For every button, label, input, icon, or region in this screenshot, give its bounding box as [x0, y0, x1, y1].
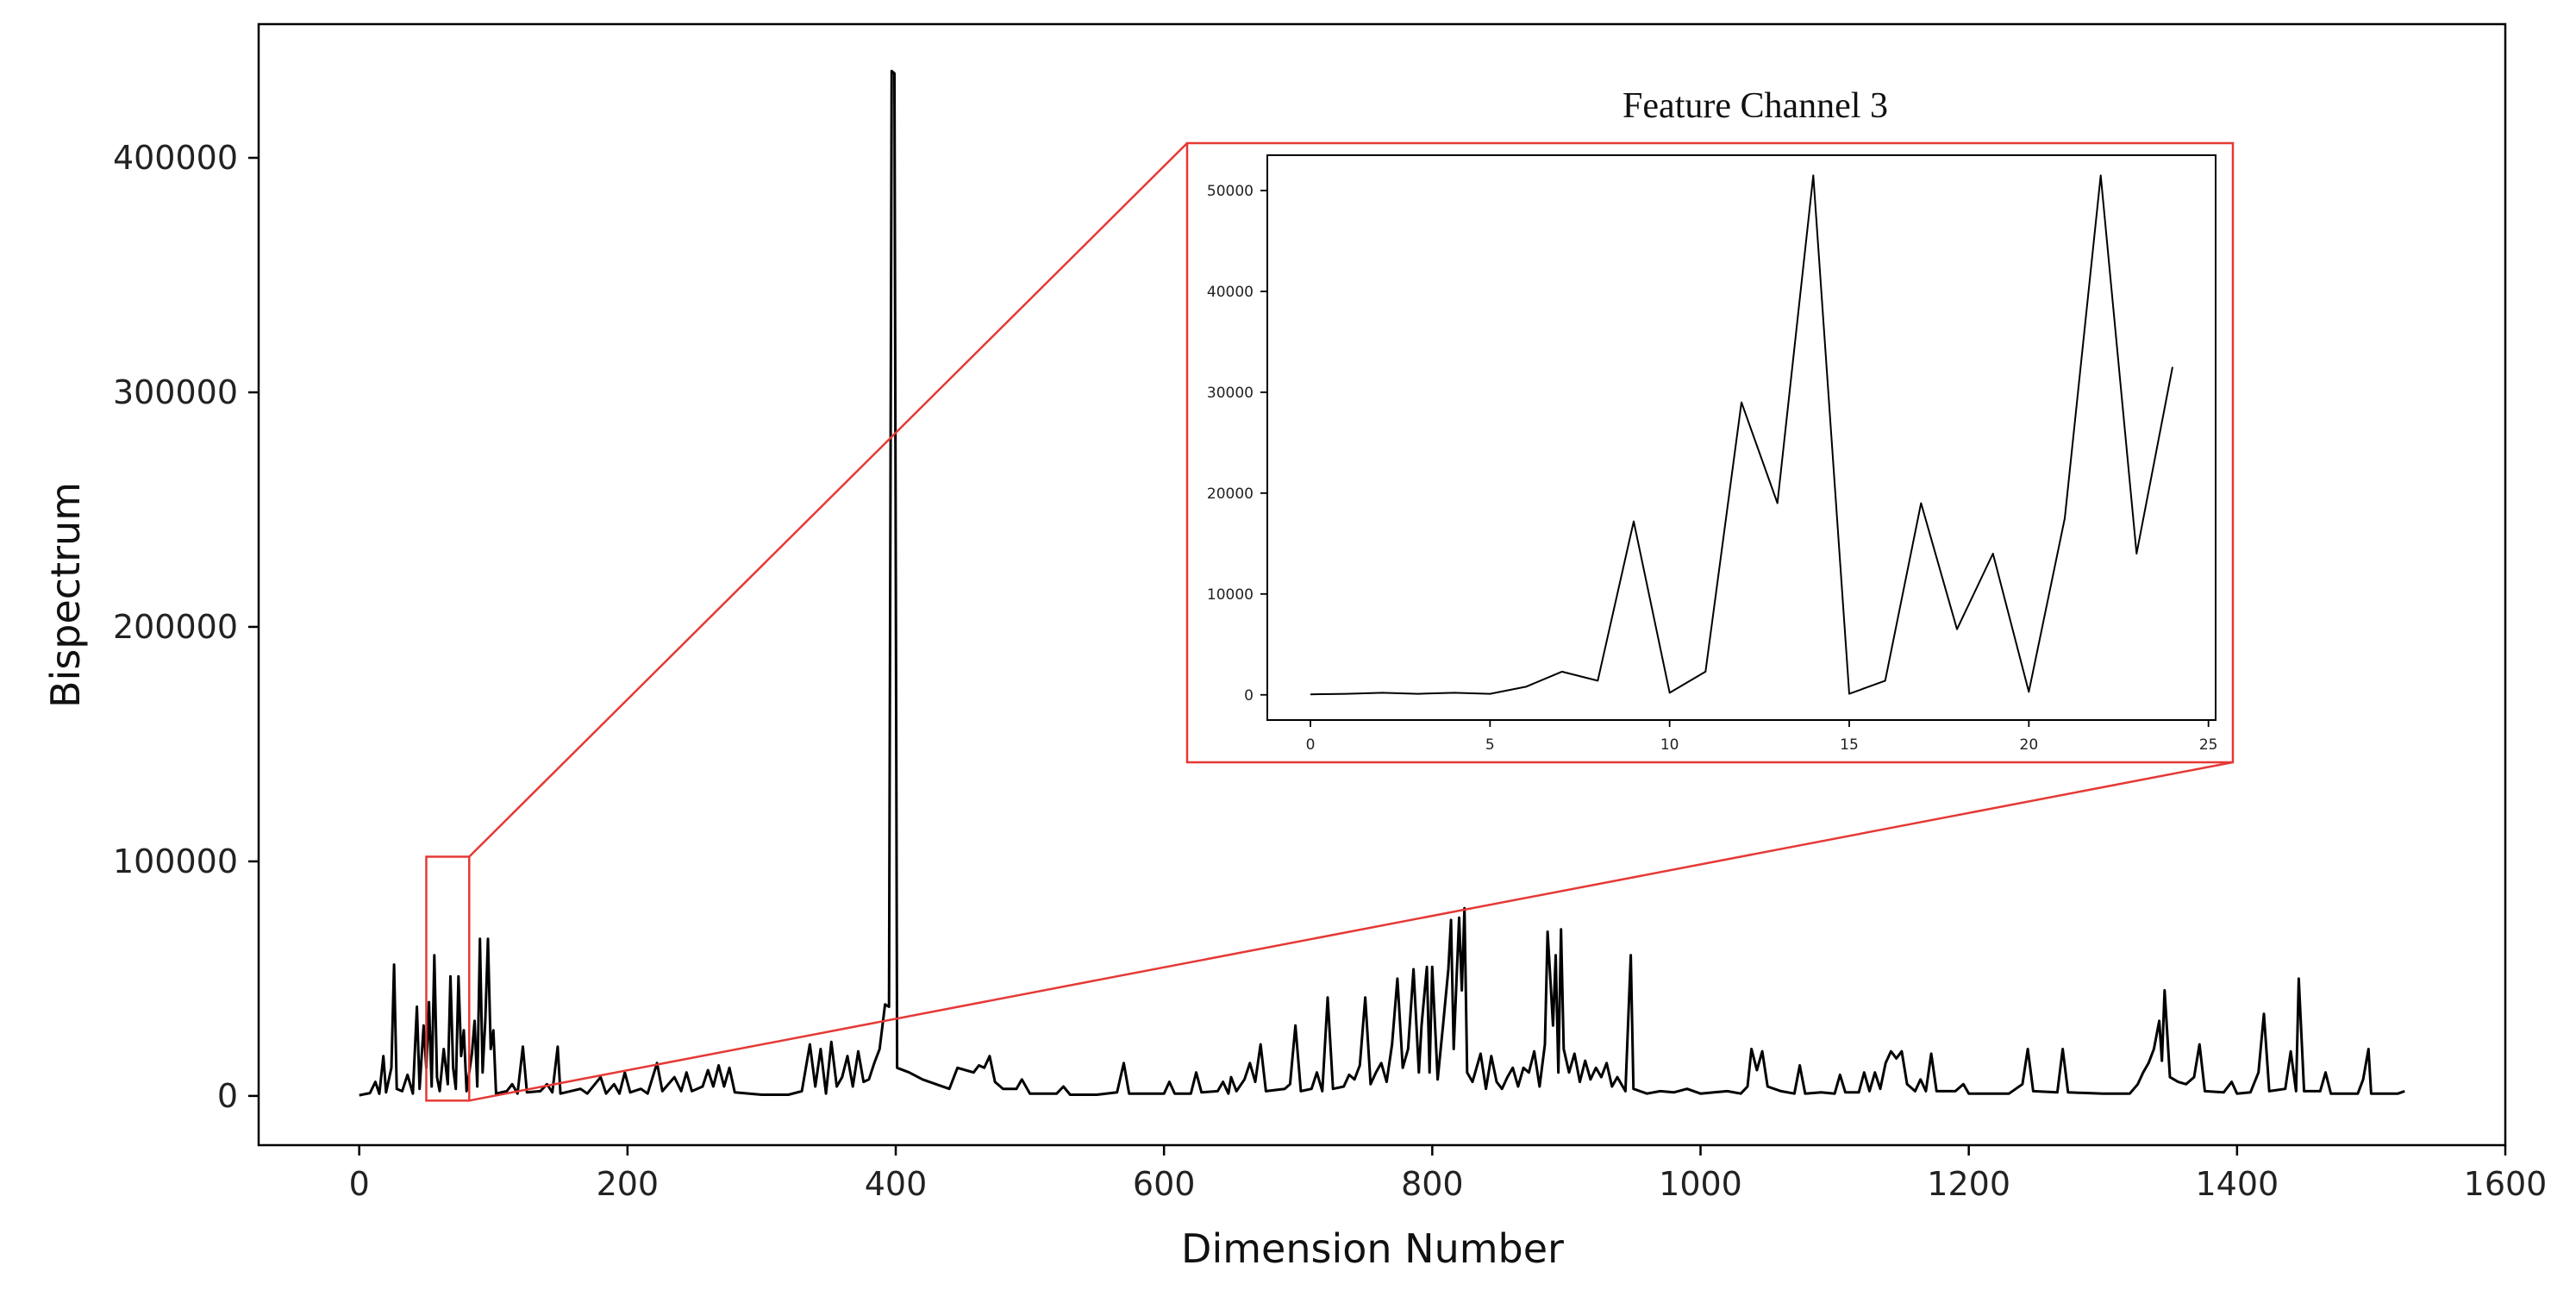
main-x-tick-label: 1600	[2464, 1165, 2548, 1203]
main-y-tick-label: 400000	[113, 139, 238, 177]
main-x-tick-label: 400	[865, 1165, 928, 1203]
main-x-tick-label: 1400	[2195, 1165, 2279, 1203]
inset-x-tick-label: 5	[1485, 736, 1495, 754]
main-x-tick-label: 200	[597, 1165, 660, 1203]
inset-title: Feature Channel 3	[1623, 86, 1888, 126]
zoom-box	[425, 855, 471, 1102]
main-y-ticks: 0 100000 200000 300000 400000	[113, 139, 259, 1115]
main-y-tick-label: 200000	[113, 608, 238, 646]
main-y-tick-label: 300000	[113, 373, 238, 411]
inset-y-tick-label: 20000	[1207, 485, 1254, 503]
inset-plot: Feature Channel 3 0 5 10 15 20 25 0 10000 20000…	[1185, 86, 2235, 764]
x-axis-title: Dimension Number	[1181, 1225, 1564, 1272]
main-y-tick-label: 100000	[113, 842, 238, 880]
main-x-tick-label: 600	[1133, 1165, 1196, 1203]
main-x-tick-label: 1000	[1659, 1165, 1742, 1203]
inset-border	[1185, 141, 2235, 764]
inset-series-line	[1310, 174, 2173, 696]
main-plot: 0 200 400 600 800 1000 1200 1400 1600 0100000200…	[42, 22, 2548, 1272]
inset-x-tick-label: 20	[2020, 736, 2039, 754]
main-x-ticks: 0 200 400 600 800 1000 1200 1400 1600	[349, 1145, 2548, 1203]
main-x-tick-label: 0	[349, 1165, 370, 1203]
inset-x-tick-label: 10	[1660, 736, 1679, 754]
inset-y-tick-label: 10000	[1207, 586, 1254, 604]
inset-axes-frame	[1266, 154, 2216, 721]
inset-y-tick-label: 50000	[1207, 183, 1254, 200]
main-y-tick-label: 0	[217, 1077, 238, 1115]
inset-y-tick-label: 40000	[1207, 284, 1254, 301]
inset-y-tick-label: 0	[1244, 687, 1254, 705]
zoom-connector-top	[468, 142, 1188, 858]
inset-x-tick-label: 0	[1306, 736, 1316, 754]
zoom-indicator	[425, 142, 2234, 1102]
inset-y-ticks: 0 10000 20000 30000 40000 50000	[1207, 183, 1267, 705]
main-series-line	[359, 69, 2405, 1097]
inset-x-ticks: 0 5 10 15 20 25	[1306, 720, 2218, 754]
inset-y-tick-label: 30000	[1207, 385, 1254, 402]
inset-x-tick-label: 25	[2199, 736, 2218, 754]
main-plot-frame	[257, 22, 2507, 1147]
y-axis-title: Bispectrum	[42, 482, 89, 708]
main-x-tick-label: 1200	[1927, 1165, 2010, 1203]
zoom-connector-bottom	[469, 761, 2234, 1102]
inset-x-tick-label: 15	[1840, 736, 1859, 754]
main-x-tick-label: 800	[1401, 1165, 1464, 1203]
